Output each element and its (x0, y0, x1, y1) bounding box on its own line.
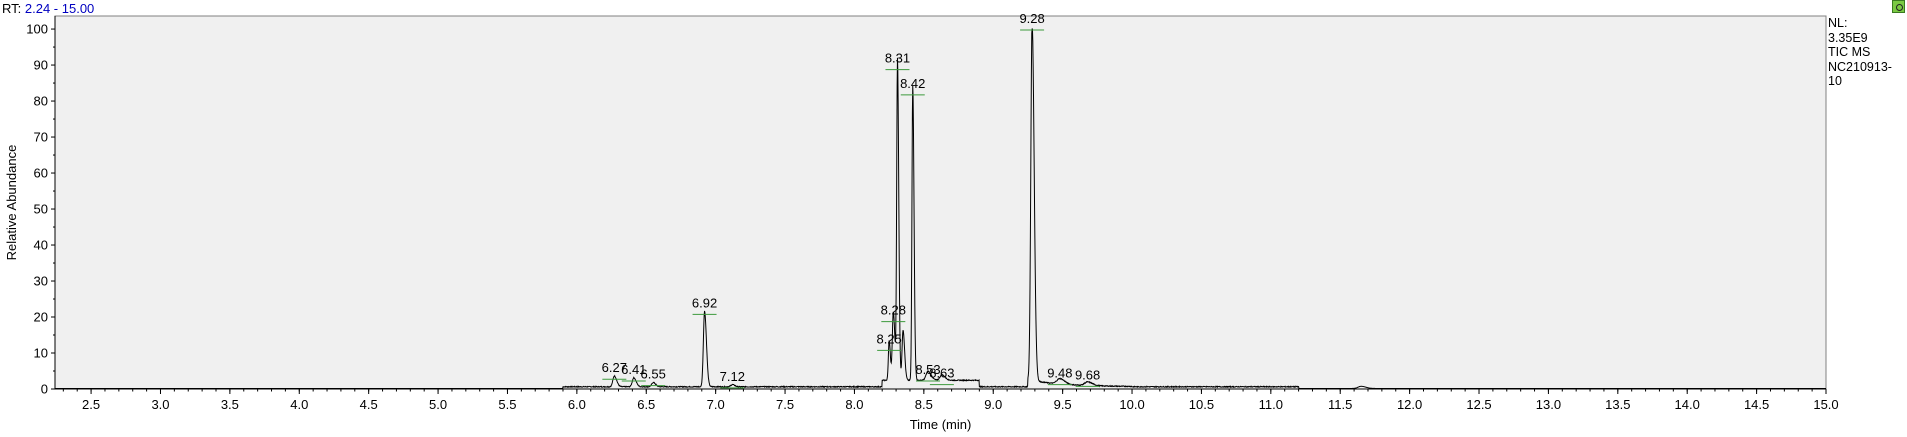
sample-name-line1: NC210913- (1828, 59, 1892, 74)
y-tick-label: 30 (34, 274, 48, 289)
y-tick-label: 10 (34, 346, 48, 361)
x-tick-label: 7.0 (707, 397, 725, 412)
peak-label: 8.53 (915, 362, 940, 377)
x-tick-label: 14.5 (1744, 397, 1769, 412)
x-tick-label: 9.5 (1054, 397, 1072, 412)
x-tick-label: 8.5 (915, 397, 933, 412)
x-tick-label: 3.5 (221, 397, 239, 412)
peak-label: 7.12 (720, 369, 745, 384)
settings-gear-icon[interactable] (1892, 0, 1905, 13)
x-tick-label: 6.0 (568, 397, 586, 412)
peak-label: 8.63 (929, 366, 954, 381)
peak-label: 9.68 (1075, 367, 1100, 382)
y-tick-label: 20 (34, 310, 48, 325)
rt-range-value: 2.24 - 15.00 (24, 1, 95, 16)
x-tick-label: 10.5 (1189, 397, 1214, 412)
nl-label: NL: (1828, 16, 1848, 30)
x-tick-label: 15.0 (1813, 397, 1838, 412)
peak-label: 6.27 (602, 360, 627, 375)
y-tick-label: 90 (34, 58, 48, 73)
peak-label: 6.41 (621, 362, 646, 377)
peak-label: 8.31 (885, 51, 910, 66)
nl-value: 3.35E9 (1828, 30, 1868, 45)
plot-area (54, 15, 1827, 390)
x-tick-label: 6.5 (637, 397, 655, 412)
chromatogram-trace (55, 28, 1826, 389)
x-tick-label: 3.0 (151, 397, 169, 412)
x-tick-label: 4.0 (290, 397, 308, 412)
y-tick-label: 50 (34, 202, 48, 217)
y-tick-label: 0 (41, 382, 48, 397)
rt-prefix: RT: (2, 1, 22, 16)
x-tick-label: 7.5 (776, 397, 794, 412)
peak-label: 8.28 (881, 303, 906, 318)
y-tick-label: 70 (34, 130, 48, 145)
x-tick-label: 13.0 (1536, 397, 1561, 412)
scan-filter: TIC MS (1828, 45, 1871, 59)
info-panel: NL: 3.35E9 TIC MS NC210913- 10 (1828, 16, 1892, 89)
rt-range-label: RT: 2.24 - 15.00 (2, 1, 94, 16)
x-tick-label: 5.5 (498, 397, 516, 412)
peak-label: 9.28 (1019, 11, 1044, 26)
x-tick-label: 11.5 (1328, 397, 1352, 412)
sample-name-line2: 10 (1828, 74, 1842, 88)
x-tick-label: 10.0 (1119, 397, 1144, 412)
peak-label: 9.48 (1047, 366, 1072, 381)
peak-label: 6.55 (641, 367, 666, 382)
x-tick-label: 12.5 (1466, 397, 1491, 412)
y-tick-label: 80 (34, 94, 48, 109)
x-tick-label: 12.0 (1397, 397, 1422, 412)
x-axis-title: Time (min) (910, 417, 972, 432)
y-tick-label: 100 (26, 22, 48, 37)
y-axis-title: Relative Abundance (4, 145, 19, 261)
x-tick-label: 2.5 (82, 397, 100, 412)
y-tick-label: 60 (34, 166, 48, 181)
x-tick-label: 4.5 (360, 397, 378, 412)
peak-label: 8.42 (900, 76, 925, 91)
peak-label: 6.92 (692, 295, 717, 310)
x-tick-label: 13.5 (1605, 397, 1630, 412)
peak-label: 8.25 (876, 331, 901, 346)
x-tick-label: 5.0 (429, 397, 447, 412)
x-tick-label: 11.0 (1259, 397, 1283, 412)
x-tick-label: 9.0 (984, 397, 1002, 412)
x-tick-label: 14.0 (1675, 397, 1700, 412)
y-tick-label: 40 (34, 238, 48, 253)
x-tick-label: 8.0 (845, 397, 863, 412)
